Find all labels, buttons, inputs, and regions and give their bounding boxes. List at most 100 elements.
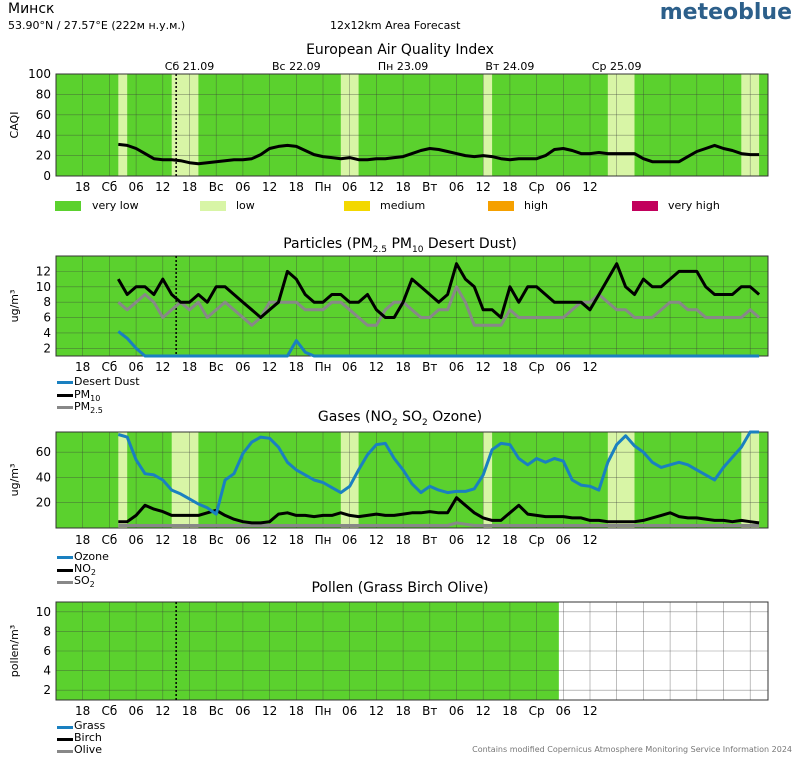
- legend-line-pm25: [57, 406, 73, 409]
- gases-low-band: [118, 432, 128, 528]
- pollen-y-tick-label: 10: [36, 605, 51, 619]
- particles-x-tick-label: 12: [155, 360, 170, 374]
- aqi-x-tick-label: 18: [182, 180, 197, 194]
- gases-x-tick-label: 06: [556, 533, 571, 547]
- gases-low-band: [483, 432, 493, 528]
- aqi-y-tick-label: 20: [36, 149, 51, 163]
- legend-swatch-low: [200, 201, 226, 211]
- pollen-x-tick-label: Пн: [315, 704, 332, 718]
- legend-label-very-low: very low: [92, 199, 139, 212]
- legend-label-pm25: PM2.5: [74, 400, 103, 416]
- particles-x-tick-label: 06: [235, 360, 250, 374]
- legend-line-pm10: [57, 394, 73, 397]
- aqi-low-band: [607, 74, 635, 176]
- gases-x-tick-label: 12: [582, 533, 597, 547]
- pollen-x-tick-label: 12: [155, 704, 170, 718]
- pollen-x-tick-label: 12: [369, 704, 384, 718]
- aqi-panel: 0 20 40 60 80 100 CAQI 18 Сб 06 12 18 Вс 06 12 18 Пн 06 12…: [8, 60, 769, 194]
- aqi-x-tick-label: 06: [235, 180, 250, 194]
- particles-y-tick-label: 8: [43, 295, 51, 309]
- aqi-y-tick-label: 100: [28, 67, 51, 81]
- particles-x-tick-label: 06: [128, 360, 143, 374]
- aqi-low-band: [118, 74, 128, 176]
- legend-line-grass: [57, 726, 73, 729]
- particles-x-tick-label: Пн: [315, 360, 332, 374]
- brand-logo[interactable]: meteoblue: [659, 0, 792, 25]
- legend-label-so2: SO2: [74, 574, 95, 590]
- gases-low-band: [171, 432, 199, 528]
- aqi-x-tick-label: 12: [155, 180, 170, 194]
- pollen-x-tick-label: 12: [262, 704, 277, 718]
- legend-line-so2: [57, 581, 73, 584]
- gases-series-ozone: [117, 430, 760, 516]
- city-name: Минск: [8, 1, 55, 17]
- gases-x-tick-label: Вт: [422, 533, 437, 547]
- particles-x-tick-label: Вт: [422, 360, 437, 374]
- legend-swatch-medium: [344, 201, 370, 211]
- gases-x-tick-label: 18: [395, 533, 410, 547]
- pollen-x-tick-label: 06: [449, 704, 464, 718]
- legend-swatch-high: [488, 201, 514, 211]
- legend-line-no2: [57, 569, 73, 572]
- aqi-x-tick-label: Вс: [209, 180, 224, 194]
- aqi-y-axis-label: CAQI: [8, 112, 21, 139]
- particles-x-tick-label: Вс: [209, 360, 224, 374]
- particles-title: Particles (PM2.5 PM10 Desert Dust): [283, 236, 517, 255]
- particles-x-tick-label: 06: [449, 360, 464, 374]
- gases-series-no2: [118, 496, 760, 525]
- gases-y-axis-label: ug/m³: [8, 464, 21, 497]
- pollen-panel: 2 4 6 8 10 pollen/m³ 18 Сб 06 12 18 Вс 06 12 18 Пн 06 12 1…: [8, 601, 769, 718]
- particles-y-tick-label: 6: [43, 311, 51, 325]
- pollen-x-tick-label: Сб: [102, 704, 118, 718]
- gases-x-tick-label: Сб: [102, 533, 118, 547]
- gases-y-tick-label: 20: [36, 496, 51, 510]
- particles-series-desert-dust: [117, 330, 760, 358]
- gases-x-tick-label: Ср: [529, 533, 545, 547]
- pollen-x-tick-label: 18: [75, 704, 90, 718]
- particles-y-tick-label: 2: [43, 341, 51, 355]
- particles-x-tick-label: 06: [556, 360, 571, 374]
- pollen-x-tick-label: Вт: [422, 704, 437, 718]
- legend-label-desert-dust: Desert Dust: [74, 375, 140, 388]
- pollen-x-tick-label: 18: [395, 704, 410, 718]
- legend-label-low: low: [236, 199, 255, 212]
- particles-x-tick-label: 12: [369, 360, 384, 374]
- pollen-frame: [55, 601, 769, 701]
- aqi-x-tick-label: 12: [262, 180, 277, 194]
- legend-swatch-very-low: [55, 201, 81, 211]
- pollen-x-tick-label: Вс: [209, 704, 224, 718]
- pollen-y-tick-label: 2: [43, 683, 51, 697]
- legend-label-grass: Grass: [74, 719, 106, 732]
- aqi-y-tick-label: 80: [36, 87, 51, 101]
- aqi-x-tick-label: 06: [449, 180, 464, 194]
- coordinates: 53.90°N / 27.57°E (222м н.у.м.): [8, 19, 186, 32]
- particles-x-tick-label: 06: [342, 360, 357, 374]
- aqi-x-tick-label: 12: [369, 180, 384, 194]
- pollen-x-tick-label: Ср: [529, 704, 545, 718]
- gases-title-text: Gases: [317, 409, 361, 425]
- aqi-x-tick-label: 12: [476, 180, 491, 194]
- pollen-x-tick-label: 06: [235, 704, 250, 718]
- legend-line-olive: [57, 750, 73, 753]
- aqi-x-tick-label: 18: [289, 180, 304, 194]
- aqi-x-tick-label: 12: [582, 180, 597, 194]
- gases-x-tick-label: 06: [235, 533, 250, 547]
- legend-label-high: high: [524, 199, 548, 212]
- pollen-y-tick-label: 4: [43, 664, 51, 678]
- gases-low-band: [607, 432, 635, 528]
- particles-y-axis-label: ug/m³: [8, 290, 21, 323]
- aqi-x-tick-label: 06: [128, 180, 143, 194]
- gases-x-tick-label: 18: [75, 533, 90, 547]
- gases-x-tick-label: 12: [155, 533, 170, 547]
- pollen-x-tick-label: 18: [289, 704, 304, 718]
- gases-title: Gases (NO2 SO2 Ozone): [317, 409, 483, 428]
- particles-series-pm2-5: [117, 285, 761, 327]
- pollen-x-tick-label: 06: [556, 704, 571, 718]
- aqi-frame: [55, 73, 769, 177]
- gases-x-tick-label: 18: [289, 533, 304, 547]
- particles-x-tick-label: 12: [262, 360, 277, 374]
- pollen-y-axis-label: pollen/m³: [8, 625, 21, 677]
- particles-series-pm10: [117, 262, 761, 319]
- aqi-series-caqi: [118, 142, 760, 166]
